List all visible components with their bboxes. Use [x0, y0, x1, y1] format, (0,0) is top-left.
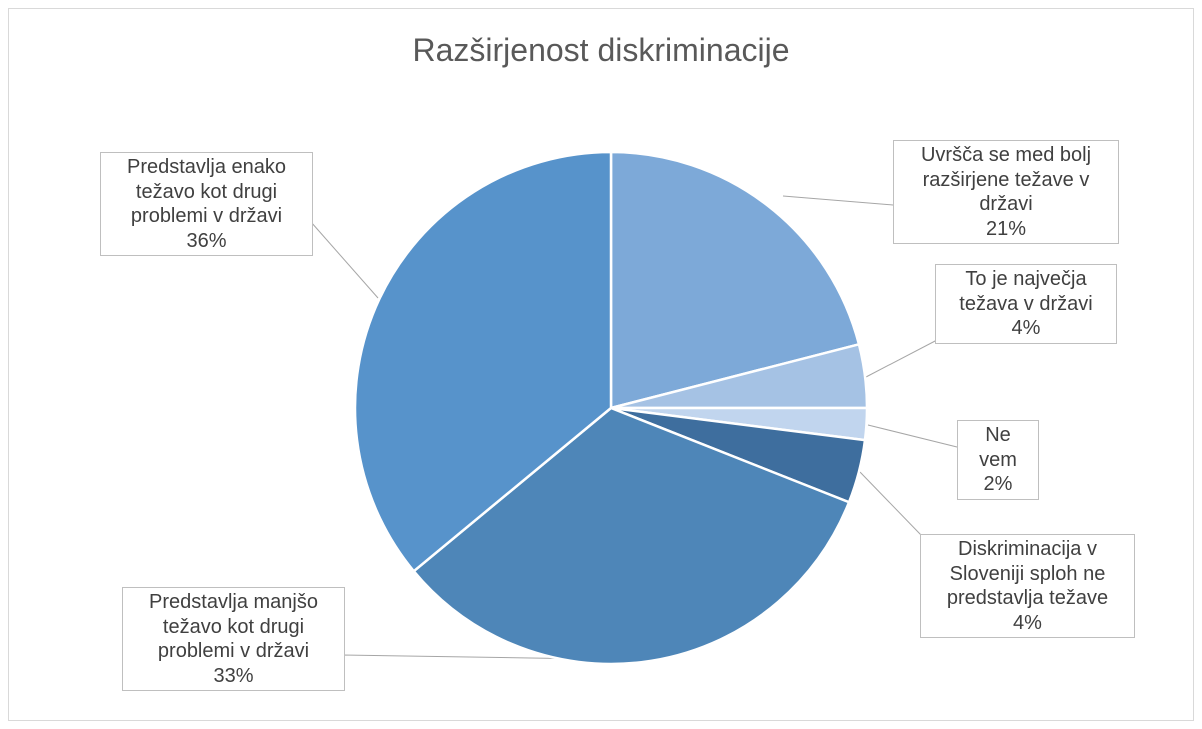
- data-label: Diskriminacija v Sloveniji sploh ne pred…: [920, 534, 1135, 638]
- label-category: Ne vem: [979, 424, 1017, 471]
- pie-slice: [411, 406, 851, 666]
- label-value: 21%: [985, 217, 1027, 240]
- leader-line: [865, 339, 938, 378]
- pie-slice: [609, 150, 861, 410]
- label-category: To je največja težava v državi: [959, 268, 1093, 315]
- label-value: 4%: [1011, 317, 1041, 339]
- label-category: Predstavlja enako težavo kot drugi probl…: [127, 156, 286, 227]
- data-label: Predstavlja manjšo težavo kot drugi prob…: [122, 587, 345, 691]
- slices: [353, 150, 869, 666]
- leader-line: [867, 424, 958, 448]
- data-label: Uvršča se med bolj razširjene težave v d…: [893, 140, 1119, 244]
- label-value: 33%: [213, 664, 254, 687]
- label-category: Uvršča se med bolj razširjene težave v d…: [920, 144, 1092, 215]
- leader-line: [859, 471, 922, 536]
- leader-line: [782, 195, 894, 206]
- data-label: To je največja težava v državi 4%: [935, 264, 1117, 344]
- leader-line: [310, 221, 379, 299]
- data-label: Predstavlja enako težavo kot drugi probl…: [100, 152, 313, 256]
- pie-slice: [353, 150, 613, 573]
- label-category: Diskriminacija v Sloveniji sploh ne pred…: [946, 538, 1109, 609]
- label-value: 2%: [983, 473, 1013, 495]
- label-value: 36%: [186, 229, 227, 252]
- label-value: 4%: [1013, 611, 1042, 634]
- label-category: Predstavlja manjšo težavo kot drugi prob…: [149, 591, 318, 662]
- data-label: Ne vem 2%: [957, 420, 1039, 500]
- chart-title: Razširjenost diskriminacije: [412, 32, 790, 68]
